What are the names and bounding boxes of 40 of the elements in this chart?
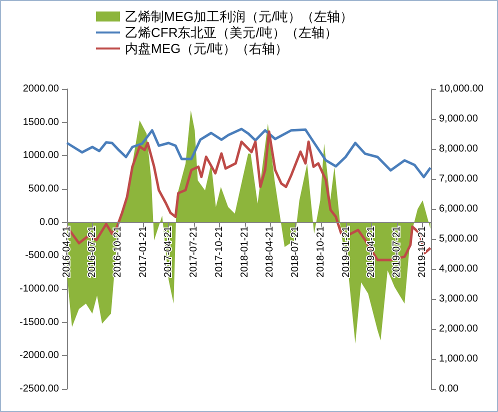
- legend-label: 乙烯制MEG加工利润（元/吨）（左轴）: [125, 9, 354, 24]
- y2-tick-label: 2,000.00: [439, 324, 478, 334]
- x-tick-label: 2018-10-21: [316, 226, 327, 278]
- x-tick-label: 2016-07-21: [86, 226, 98, 278]
- y-tick-label: 1500.00: [22, 116, 60, 128]
- y-tick-label: -2500.00: [20, 384, 60, 394]
- line-series: [66, 128, 432, 178]
- y-tick-label: 1000.00: [22, 150, 60, 162]
- y2-tick-label: 6,000.00: [439, 204, 478, 214]
- y2-tick-label: 10,000.00: [439, 84, 484, 94]
- x-tick-label: 2017-07-21: [188, 226, 200, 278]
- y2-tick-label: 5,000.00: [439, 234, 478, 244]
- y-tick-label: 500.00: [28, 184, 60, 194]
- y2-tick-label: 7,000.00: [439, 174, 478, 184]
- x-tick-label: 2019-10-21: [417, 226, 428, 278]
- x-tick-label: 2017-04-21: [163, 226, 174, 278]
- x-tick-label: 2018-04-21: [264, 226, 276, 278]
- x-tick-label: 2019-01-21: [341, 226, 352, 278]
- y-tick-label: -2000.00: [20, 350, 60, 362]
- y-tick-label: 0.00: [40, 216, 60, 228]
- y2-tick-label: 4,000.00: [439, 264, 478, 274]
- y2-tick-label: 0.00: [439, 384, 459, 394]
- y2-tick-label: 1,000.00: [439, 354, 478, 364]
- y-tick-label: -500.00: [25, 250, 60, 262]
- legend-label: 内盘MEG（元/吨）（右轴）: [125, 41, 288, 56]
- x-tick-label: 2016-04-21: [62, 226, 72, 278]
- x-tick-label: 2018-01-21: [240, 226, 251, 278]
- x-tick-label: 2017-01-21: [138, 226, 150, 278]
- y2-tick-label: 8,000.00: [439, 144, 478, 154]
- y2-tick-label: 3,000.00: [439, 294, 478, 304]
- legend-label: 乙烯CFR东北亚（美元/吨）（左轴）: [125, 25, 338, 40]
- x-tick-label: 2017-10-21: [214, 226, 225, 278]
- x-tick-label: 2016-10-21: [112, 226, 124, 278]
- y-tick-label: 2000.00: [22, 84, 60, 94]
- x-tick-label: 2018-07-21: [290, 226, 301, 278]
- y-tick-label: -1000.00: [20, 284, 60, 294]
- x-tick-label: 2019-04-21: [366, 226, 378, 278]
- y-tick-label: -1500.00: [20, 316, 60, 328]
- x-tick-label: 2019-07-21: [392, 226, 403, 278]
- y2-tick-label: 9,000.00: [439, 114, 478, 124]
